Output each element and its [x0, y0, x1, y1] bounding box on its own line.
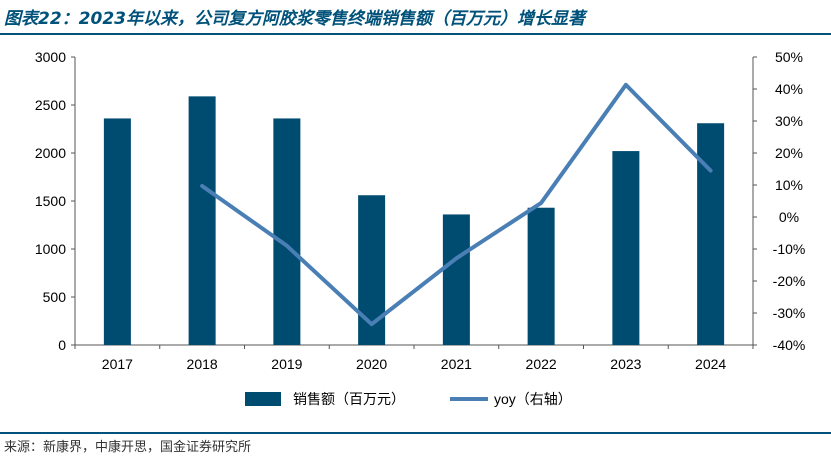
y-left-tick-label: 1000: [35, 241, 66, 257]
y-left-tick-label: 3000: [35, 49, 66, 65]
x-tick-label: 2021: [441, 356, 472, 372]
bar: [358, 195, 386, 345]
y-right-tick-label: 10%: [775, 177, 803, 193]
y-right-tick-label: -40%: [773, 337, 806, 353]
chart-title: 图表22：2023年以来，公司复方阿胶浆零售终端销售额（百万元）增长显著: [4, 9, 585, 29]
y-left-tick-label: 0: [58, 337, 66, 353]
y-right-tick-label: 50%: [775, 49, 803, 65]
bar: [527, 207, 555, 345]
y-left-tick-label: 500: [43, 289, 67, 305]
y-right-tick-label: 30%: [775, 113, 803, 129]
bar: [273, 118, 301, 345]
tick-labels: 0 500 1000 1500 2000 2500 3000 -40% -30% -20% -10%…: [35, 49, 806, 372]
title-rule: [0, 33, 831, 35]
bar: [188, 96, 216, 345]
bar-series: [103, 96, 725, 346]
y-right-tick-label: -20%: [773, 273, 806, 289]
legend-bar-label: 销售额（百万元）: [293, 391, 405, 407]
y-right-tick-label: 40%: [775, 81, 803, 97]
y-right-tick-label: 20%: [775, 145, 803, 161]
y-right-tick-label: -10%: [773, 241, 806, 257]
x-tick-label: 2022: [526, 356, 557, 372]
bar: [697, 123, 725, 346]
legend-line-label: yoy（右轴）: [494, 391, 572, 407]
y-right-tick-label: 0%: [779, 209, 799, 225]
axes: [71, 56, 757, 349]
y-right-tick-label: -30%: [773, 305, 806, 321]
x-tick-label: 2020: [356, 356, 387, 372]
chart-canvas: 0 500 1000 1500 2000 2500 3000 -40% -30% -20% -10%…: [35, 49, 806, 407]
x-tick-label: 2018: [187, 356, 218, 372]
y-left-tick-label: 2000: [35, 145, 66, 161]
line-series: [200, 82, 713, 327]
footer-rule: [0, 432, 831, 434]
x-tick-label: 2017: [102, 356, 133, 372]
x-tick-label: 2024: [695, 356, 726, 372]
legend: 销售额（百万元） yoy（右轴）: [245, 391, 572, 407]
y-left-tick-label: 1500: [35, 193, 66, 209]
source-note: 来源：新康界，中康开思，国金证券研究所: [4, 440, 252, 455]
legend-bar-swatch: [245, 392, 281, 406]
bar: [442, 214, 470, 345]
x-tick-label: 2023: [610, 356, 641, 372]
bar: [103, 118, 131, 345]
x-tick-label: 2019: [271, 356, 302, 372]
y-left-tick-label: 2500: [35, 97, 66, 113]
bar: [612, 151, 640, 345]
